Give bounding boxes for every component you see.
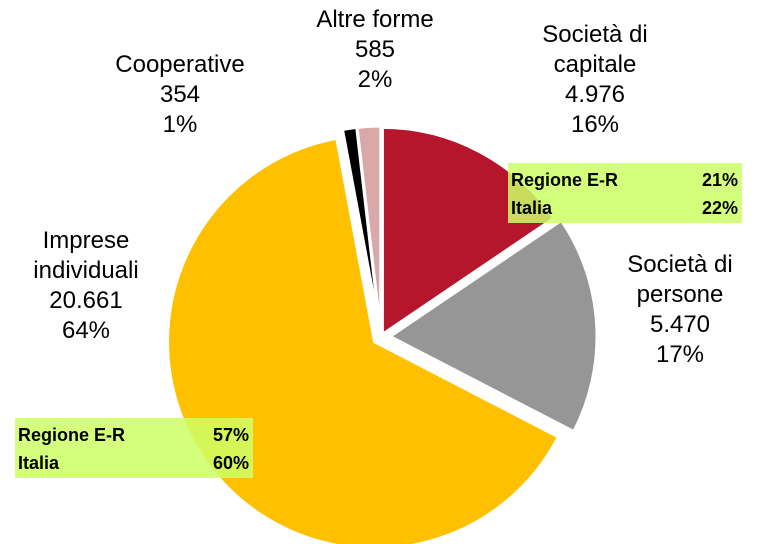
- slice-label: Altre forme: [316, 6, 433, 33]
- box-background: [508, 163, 742, 223]
- slice-label: Imprese individuali: [33, 227, 138, 284]
- box-value: 60%: [213, 453, 249, 473]
- value-label: 354: [160, 81, 200, 108]
- value-label: 4.976: [565, 81, 625, 108]
- value-label: 20.661: [49, 287, 122, 314]
- percent-label: 64%: [62, 317, 110, 344]
- slice-label: Società di capitale: [542, 21, 647, 78]
- value-label: 585: [355, 36, 395, 63]
- percent-label: 16%: [571, 111, 619, 138]
- box-value: 22%: [702, 198, 738, 218]
- pie-slice: [387, 218, 599, 434]
- value-label: 5.470: [650, 311, 710, 338]
- slice-label: Cooperative: [115, 51, 244, 78]
- box-label: Italia: [18, 453, 60, 473]
- percent-label: 17%: [656, 341, 704, 368]
- percent-label: 1%: [163, 111, 198, 138]
- box-label: Regione E-R: [511, 170, 618, 190]
- pie-slice: [355, 124, 383, 334]
- comparison-box: Regione E-R 57% Italia 60%: [15, 418, 253, 478]
- box-label: Italia: [511, 198, 553, 218]
- box-background: [15, 418, 253, 478]
- box-value: 57%: [213, 425, 249, 445]
- box-label: Regione E-R: [18, 425, 125, 445]
- comparison-box: Regione E-R 21% Italia 22%: [508, 163, 742, 223]
- slice-label: Società di persone: [627, 251, 732, 308]
- percent-label: 2%: [358, 66, 393, 93]
- box-value: 21%: [702, 170, 738, 190]
